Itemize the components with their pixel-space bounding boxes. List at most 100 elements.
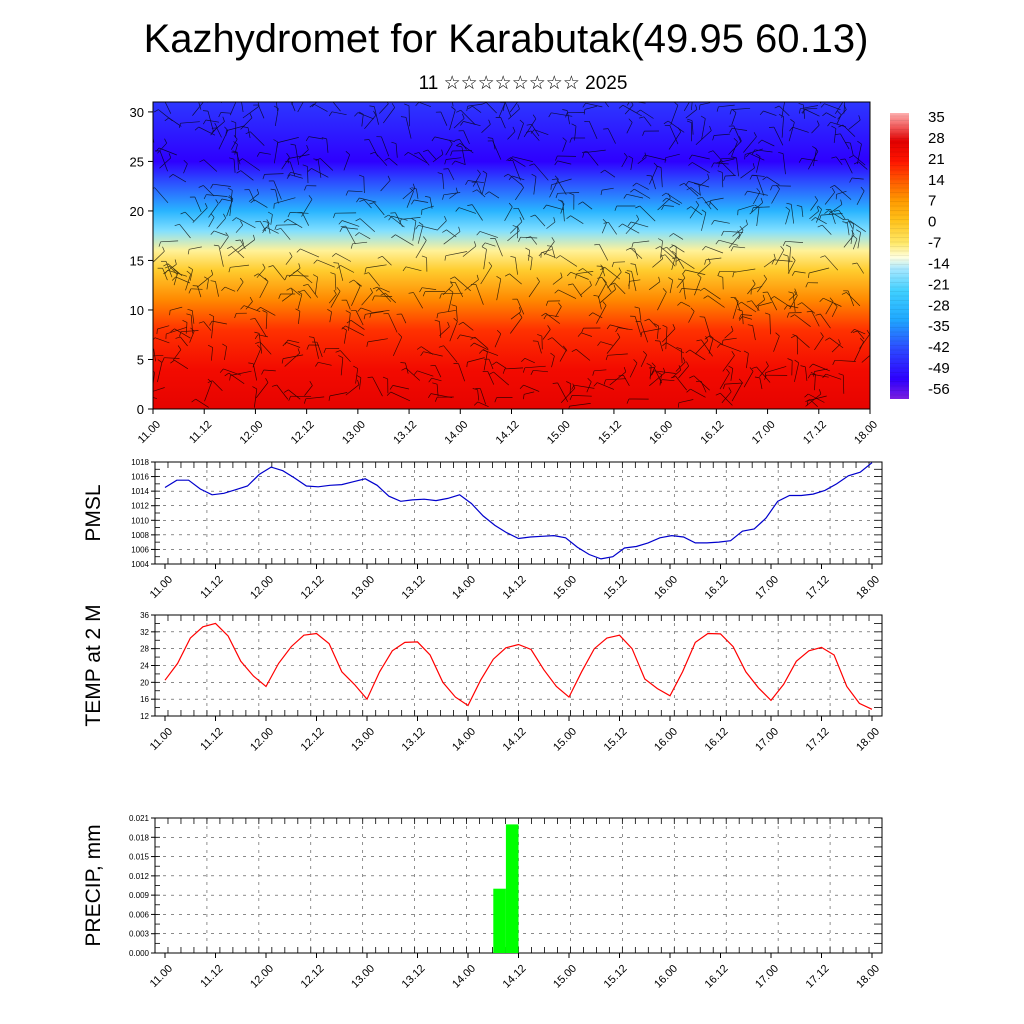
colorbar-label: -14 — [928, 255, 950, 272]
pmsl-xtick-label: 16.00 — [652, 574, 680, 602]
pmsl-y-axis: 1004 1006 1008 1010 1012 1014 1016 1018 — [131, 458, 155, 569]
temp-2m-xtick-label: 15.12 — [602, 726, 630, 754]
temp-2m-ytick-label: 12 — [140, 712, 149, 721]
precip-panel: 0.000 0.003 0.006 0.009 0.012 0.015 0.018 0.021… — [82, 814, 883, 991]
temp-2m-ylabel: TEMP at 2 M — [82, 604, 105, 726]
heatmap-xtick-label: 13.12 — [391, 419, 419, 447]
temp-2m-xtick-label: 13.00 — [349, 726, 377, 754]
pmsl-x-axis: 11.00 11.12 12.00 12.12 13.00 13.12 14.00 14.12… — [148, 564, 882, 602]
colorbar-label: -42 — [928, 339, 950, 356]
temp-2m-xtick-label: 14.00 — [450, 726, 478, 754]
precip-ytick-label: 0.018 — [129, 833, 150, 842]
precip-xtick-label: 14.12 — [501, 963, 529, 991]
heatmap-ytick-label: 30 — [130, 105, 144, 120]
pmsl-ylabel: PMSL — [82, 484, 105, 541]
precip-y-axis: 0.000 0.003 0.006 0.009 0.012 0.015 0.018 0.021 — [129, 814, 155, 958]
colorbar-label: -35 — [928, 318, 950, 335]
temp-2m-xtick-label: 12.00 — [248, 726, 276, 754]
heatmap-xtick-label: 12.12 — [289, 419, 317, 447]
temp-2m-ytick-label: 36 — [140, 611, 149, 620]
pmsl-ytick-label: 1010 — [131, 516, 149, 525]
temp-2m-xtick-label: 17.00 — [753, 726, 781, 754]
colorbar-contour-lines — [890, 115, 909, 396]
precip-xtick-label: 12.00 — [248, 963, 276, 991]
pmsl-xtick-label: 13.12 — [400, 574, 428, 602]
pmsl-ytick-label: 1004 — [131, 560, 149, 569]
pmsl-panel: 1004 1006 1008 1010 1012 1014 1016 1018 PMSL 11.0… — [82, 458, 883, 602]
colorbar-label: -28 — [928, 297, 950, 314]
pmsl-ytick-label: 1008 — [131, 531, 149, 540]
heatmap-xtick-label: 12.00 — [238, 419, 266, 447]
pmsl-line — [164, 462, 873, 560]
temp-2m-xtick-label: 11.00 — [148, 726, 175, 753]
precip-xtick-label: 13.00 — [349, 963, 377, 991]
precip-xtick-label: 17.12 — [804, 963, 832, 991]
pmsl-xtick-label: 14.12 — [501, 574, 529, 602]
temp-2m-ytick-label: 24 — [140, 662, 149, 671]
pmsl-xtick-label: 11.12 — [198, 574, 225, 601]
temp-2m-ytick-label: 16 — [140, 695, 149, 704]
precip-minor-ticks — [154, 817, 883, 954]
precip-xtick-label: 14.00 — [450, 963, 478, 991]
precip-xtick-label: 12.12 — [299, 963, 327, 991]
heatmap-xtick-label: 11.00 — [136, 419, 163, 446]
pmsl-xtick-label: 16.12 — [703, 574, 731, 602]
pmsl-xtick-label: 12.00 — [248, 574, 276, 602]
heatmap-xtick-label: 16.00 — [647, 419, 675, 447]
temp-2m-xtick-label: 18.00 — [854, 726, 882, 754]
heatmap-y-axis: 0 5 10 15 20 25 30 — [130, 105, 153, 417]
pmsl-frame — [154, 461, 883, 565]
heatmap-xtick-label: 18.00 — [852, 419, 880, 447]
colorbar-label: -49 — [928, 360, 950, 377]
temp-2m-ytick-label: 28 — [140, 645, 149, 654]
heatmap-xtick-label: 14.12 — [494, 419, 522, 447]
pmsl-xtick-label: 13.00 — [349, 574, 377, 602]
heatmap-ytick-label: 20 — [130, 204, 144, 219]
heatmap-ytick-label: 10 — [130, 303, 144, 318]
precip-xtick-label: 18.00 — [854, 963, 882, 991]
heatmap-xtick-label: 11.12 — [187, 419, 214, 446]
colorbar: 35 28 21 14 7 0 -7 -14 -21 -28 -35 -42 -49 -56 — [890, 109, 950, 399]
heatmap-xtick-label: 17.00 — [750, 419, 778, 447]
temp-2m-xtick-label: 16.00 — [652, 726, 680, 754]
temp-2m-xtick-label: 11.12 — [198, 726, 225, 753]
pmsl-xtick-label: 15.00 — [551, 574, 579, 602]
temp-2m-ytick-label: 32 — [140, 628, 149, 637]
heatmap-ytick-label: 15 — [130, 253, 144, 268]
precip-bar — [505, 824, 519, 953]
precip-ytick-label: 0.009 — [129, 891, 150, 900]
temp-2m-line — [164, 622, 873, 710]
colorbar-label: -21 — [928, 276, 950, 293]
colorbar-label: -7 — [928, 235, 941, 252]
precip-xtick-label: 16.00 — [652, 963, 680, 991]
temp-2m-xtick-label: 17.12 — [804, 726, 832, 754]
pmsl-xtick-label: 11.00 — [148, 574, 175, 601]
pmsl-xtick-label: 17.12 — [804, 574, 832, 602]
pmsl-xtick-label: 18.00 — [854, 574, 882, 602]
temp-2m-xtick-label: 13.12 — [400, 726, 428, 754]
pmsl-ytick-label: 1012 — [131, 502, 149, 511]
colorbar-label: 0 — [928, 214, 936, 231]
colorbar-label: 7 — [928, 193, 936, 210]
heatmap-ytick-label: 0 — [137, 402, 144, 417]
precip-ytick-label: 0.015 — [129, 853, 150, 862]
precip-bar — [493, 888, 506, 953]
heatmap-xtick-label: 17.12 — [801, 419, 829, 447]
temp-2m-xtick-label: 16.12 — [703, 726, 731, 754]
pmsl-ytick-label: 1018 — [131, 458, 149, 467]
precip-xtick-label: 11.00 — [148, 963, 175, 990]
heatmap-field — [153, 102, 870, 409]
precip-ytick-label: 0.003 — [129, 930, 150, 939]
page-title: Kazhydromet for Karabutak(49.95 60.13) — [143, 17, 869, 61]
heatmap-panel: 0 5 10 15 20 25 30 11.00 11.12 12.00 12.12 13.00 13… — [130, 101, 880, 447]
precip-xtick-label: 15.00 — [551, 963, 579, 991]
precip-xtick-label: 11.12 — [198, 963, 225, 990]
precip-xtick-label: 13.12 — [400, 963, 428, 991]
heatmap-x-axis: 11.00 11.12 12.00 12.12 13.00 13.12 14.00 14.12… — [136, 409, 880, 447]
precip-ytick-label: 0.006 — [129, 910, 150, 919]
colorbar-label: 35 — [928, 109, 945, 126]
precip-xtick-label: 16.12 — [703, 963, 731, 991]
heatmap-xtick-label: 15.12 — [596, 419, 624, 447]
heatmap-xtick-label: 16.12 — [699, 419, 727, 447]
